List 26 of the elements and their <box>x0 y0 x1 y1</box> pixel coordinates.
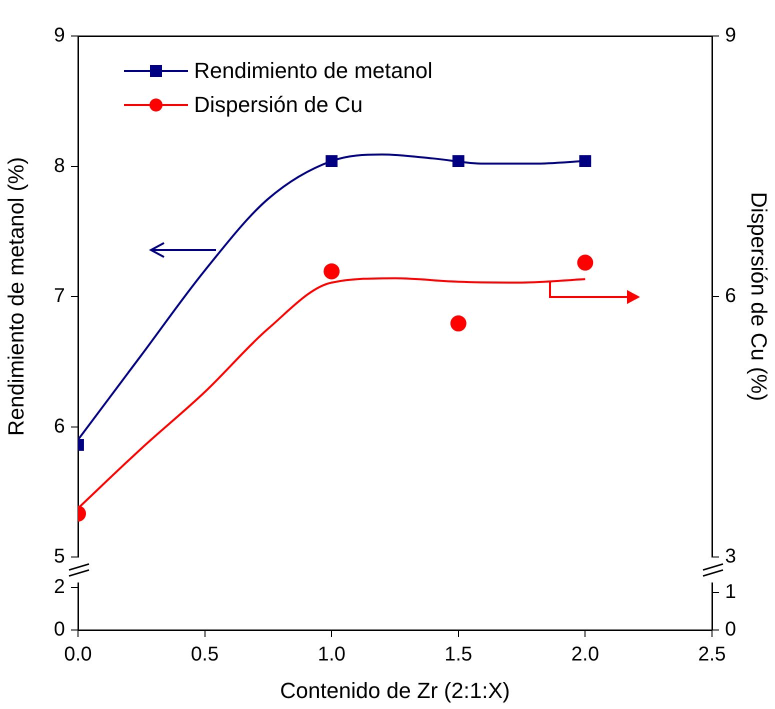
point <box>450 315 466 332</box>
y-tick-label: 6 <box>54 415 65 438</box>
x-axis-title: Contenido de Zr (2:1:X) <box>280 678 510 703</box>
legend-label: Dispersión de Cu <box>194 92 363 118</box>
y2-tick-label: 6 <box>725 285 736 308</box>
x-tick-label: 2.5 <box>698 644 726 666</box>
y2-axis-title: Dispersión de Cu (%) <box>746 192 772 402</box>
x-tick-label: 0.5 <box>190 644 219 666</box>
y-tick-label: 7 <box>54 285 65 308</box>
y-axis-title: Rendimiento de metanol (%) <box>3 157 28 436</box>
x-tick-label: 1.0 <box>318 644 346 666</box>
y-tick-label: 0 <box>54 618 65 641</box>
legend-label: Rendimiento de metanol <box>194 58 432 84</box>
point <box>577 254 594 271</box>
y2-tick-label: 1 <box>725 580 736 603</box>
y2-tick-label: 9 <box>725 24 736 47</box>
x-tick-label: 1.5 <box>444 644 472 666</box>
y-tick-label: 9 <box>54 24 65 47</box>
y2-tick-label: 3 <box>725 546 736 568</box>
point <box>324 263 340 280</box>
y-tick-label: 2 <box>54 576 65 598</box>
y-tick-label: 5 <box>54 546 65 568</box>
x-tick-label: 0.0 <box>64 644 92 666</box>
y2-tick-label: 0 <box>725 618 736 641</box>
x-tick-label: 2.0 <box>571 644 600 666</box>
y-tick-label: 8 <box>54 154 65 177</box>
